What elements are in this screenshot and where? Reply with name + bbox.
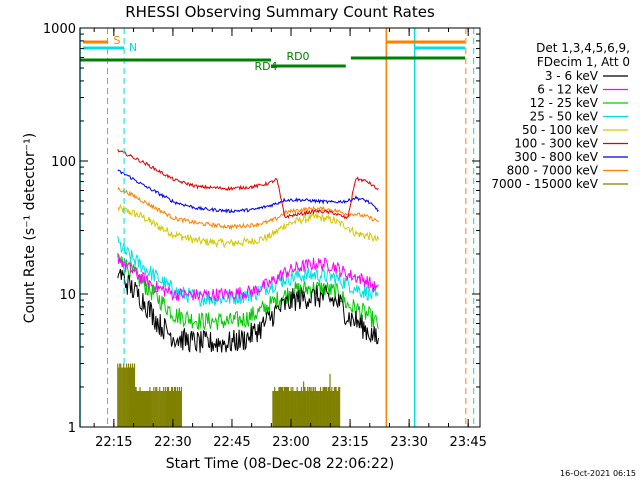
y-tick-label: 1000 [43, 22, 76, 37]
legend-header-line-2: FDecim 1, Att 0 [537, 55, 630, 69]
y-tick-label: 1 [68, 421, 76, 436]
y-axis-label: Count Rate (s⁻¹ detector⁻¹) [22, 133, 38, 323]
legend-header-line-1: Det 1,3,4,5,6,9, [536, 41, 630, 55]
chart-title: RHESSI Observing Summary Count Rates [125, 3, 435, 21]
x-tick-label: 23:00 [272, 435, 309, 450]
legend-label-7000-15000-kev: 7000 - 15000 keV [491, 177, 598, 191]
series-3-6-kev-line [117, 268, 379, 353]
x-tick-label: 23:30 [390, 435, 427, 450]
legend-label-12-25-kev: 12 - 25 keV [530, 96, 599, 110]
series-6-12-kev-line [117, 253, 379, 302]
legend-label-100-300-kev: 100 - 300 keV [514, 137, 598, 151]
series-layer [117, 148, 379, 353]
x-tick-label: 22:45 [213, 435, 250, 450]
legend-label-800-7000-kev: 800 - 7000 keV [507, 164, 599, 178]
legend-label-25-50-kev: 25 - 50 keV [530, 110, 599, 124]
annotation-rd0: RD0 [286, 50, 309, 63]
y-tick-label: 10 [59, 288, 76, 303]
annotation-n: N [129, 41, 137, 54]
plot-frame [79, 27, 481, 428]
axis-ticks: 22:15 22:30 22:45 23:00 23:15 23:30 23:45 1 10 10… [43, 22, 487, 450]
legend-label-50-100-kev: 50 - 100 keV [522, 123, 599, 137]
annotation-s: S [114, 34, 121, 47]
series-300-800-kev-line [117, 169, 379, 214]
y-tick-label: 100 [51, 155, 76, 170]
x-tick-label: 23:45 [449, 435, 486, 450]
timestamp: 16-Oct-2021 06:15 [560, 469, 636, 478]
legend-label-300-800-kev: 300 - 800 keV [514, 150, 598, 164]
series-100-300-kev-line [117, 148, 379, 220]
x-tick-label: 23:15 [331, 435, 368, 450]
x-tick-label: 22:15 [95, 435, 132, 450]
series-50-100-kev-line [117, 203, 379, 249]
x-tick-label: 22:30 [154, 435, 191, 450]
series-25-50-kev-line [117, 235, 379, 307]
flag-bars-layer: SN RD0 RD4 [80, 34, 465, 427]
legend-label-3-6-kev: 3 - 6 keV [545, 69, 599, 83]
legend-label-6-12-kev: 6 - 12 keV [537, 83, 599, 97]
series-800-7000-kev-line [117, 186, 379, 231]
x-axis-label: Start Time (08-Dec-08 22:06:22) [166, 456, 394, 472]
annotation-rd4: RD4 [254, 60, 277, 73]
